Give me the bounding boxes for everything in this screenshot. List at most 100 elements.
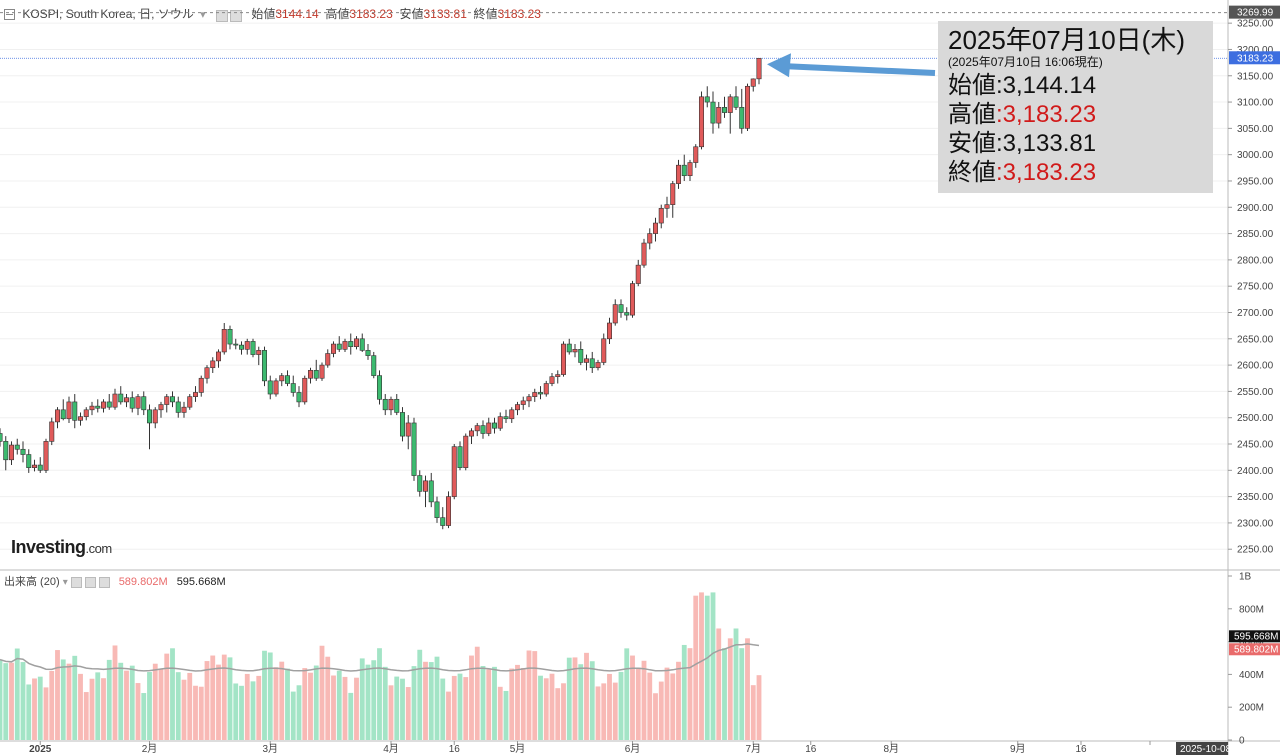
volume-bar — [388, 685, 394, 740]
info-close-label: 終値 — [948, 159, 996, 186]
price-info-box: 2025年07月10日(木) (2025年07月10日 16:06現在) 始値:… — [938, 21, 1213, 193]
x-tick-label: 3月 — [262, 743, 278, 755]
candle-body — [652, 222, 658, 234]
volume-bar — [589, 661, 595, 740]
candle-body — [612, 304, 618, 324]
candle-body — [756, 57, 762, 80]
info-open: 始値:3,144.14 — [948, 71, 1213, 100]
volume-bar — [308, 672, 313, 740]
candle-body — [537, 392, 543, 395]
volume-bar — [405, 687, 411, 740]
volume-ma-line — [0, 643, 760, 672]
volume-bar — [630, 655, 635, 740]
volume-bar — [95, 672, 101, 740]
candle-body — [675, 164, 681, 184]
candle-body — [721, 107, 727, 113]
info-as-of: (2025年07月10日 16:06現在) — [948, 55, 1103, 69]
y-tick-label: 2350.00 — [1237, 492, 1274, 503]
volume-bar — [3, 663, 9, 740]
candle-body — [572, 349, 578, 353]
candle-body — [744, 85, 750, 129]
volume-bar — [118, 662, 124, 740]
volume-bar — [474, 646, 480, 740]
volume-bar — [233, 683, 239, 740]
volume-bar — [239, 685, 244, 740]
candle-body — [497, 416, 503, 429]
settings-icon[interactable] — [70, 576, 82, 588]
volume-bar — [647, 672, 653, 740]
x-tick-label: 4月 — [383, 743, 399, 755]
volume-bar — [141, 693, 147, 740]
volume-bar — [561, 683, 566, 740]
volume-bar — [244, 673, 250, 740]
candle-body — [681, 164, 687, 177]
volume-bar — [227, 657, 233, 740]
candle-body — [210, 360, 216, 369]
close-icon[interactable] — [98, 576, 110, 588]
volume-bar — [532, 651, 538, 740]
volume-bar — [43, 687, 49, 740]
candle-body — [141, 396, 147, 411]
candle-body — [606, 322, 612, 340]
info-close-value: :3,183.23 — [996, 159, 1097, 186]
volume-bar — [693, 595, 699, 740]
info-low-label: 安値 — [948, 130, 996, 157]
volume-bar — [699, 592, 704, 740]
volume-bar — [664, 667, 670, 740]
candle-body — [750, 78, 756, 87]
volume-legend: 出来高 (20) ▾ 589.802M 595.668M — [4, 573, 226, 589]
candle-body — [359, 338, 365, 351]
y-tick-label: 2750.00 — [1237, 282, 1274, 293]
y-tick-label: 3100.00 — [1237, 98, 1274, 109]
volume-tick-label: 200M — [1239, 703, 1264, 714]
candle-body — [302, 377, 308, 403]
candle-body — [95, 405, 101, 409]
volume-bar — [451, 675, 457, 740]
candle-body — [629, 283, 635, 316]
volume-bar — [480, 666, 486, 740]
volume-bar — [595, 686, 601, 740]
volume-bar — [555, 688, 561, 740]
logo-brand: Investing — [11, 537, 86, 557]
candle-body — [112, 393, 118, 408]
candle-body — [342, 341, 348, 350]
volume-bar — [32, 678, 37, 740]
callout-arrowhead — [767, 53, 791, 78]
volume-bar — [216, 664, 221, 740]
volume-bar — [538, 675, 543, 740]
volume-bar — [635, 667, 641, 740]
x-tick-label: 2月 — [142, 743, 158, 755]
volume-bar — [756, 675, 762, 740]
symbol-title: KOSPI, South Korea, 日, ソウル — [22, 7, 194, 21]
volume-bar — [72, 655, 78, 740]
candle-body — [164, 396, 170, 405]
top-price-tag-label: 3269.99 — [1237, 8, 1274, 19]
candle-body — [411, 422, 417, 476]
volume-bar — [164, 653, 170, 740]
volume-tick-label: 800M — [1239, 604, 1264, 615]
eye-icon[interactable] — [84, 576, 96, 588]
volume-bar — [78, 673, 83, 740]
open-label: 始値 — [251, 7, 276, 21]
candle-body — [486, 422, 492, 434]
eye-icon[interactable] — [229, 9, 242, 22]
current-date-label: 2025-10-08 — [1180, 744, 1232, 755]
volume-bar — [486, 669, 492, 740]
candle-body — [37, 464, 43, 471]
candle-body — [244, 341, 250, 350]
volume-bar — [509, 668, 515, 740]
volume-bar — [313, 665, 319, 740]
volume-bar — [83, 692, 89, 740]
volume-bar — [112, 645, 118, 740]
candle-body — [279, 375, 285, 382]
open-value: 3144.14 — [275, 7, 319, 21]
chevron-down-icon[interactable]: ▾ — [62, 577, 71, 588]
candle-body — [175, 401, 181, 413]
candle-body — [118, 393, 124, 403]
square-minus-icon[interactable] — [4, 9, 15, 21]
volume-bar — [503, 690, 509, 740]
chevron-down-icon[interactable]: ▾ — [200, 9, 206, 21]
x-tick-label: 5月 — [510, 743, 526, 755]
candle-body — [641, 242, 647, 266]
candle-body — [54, 409, 60, 423]
